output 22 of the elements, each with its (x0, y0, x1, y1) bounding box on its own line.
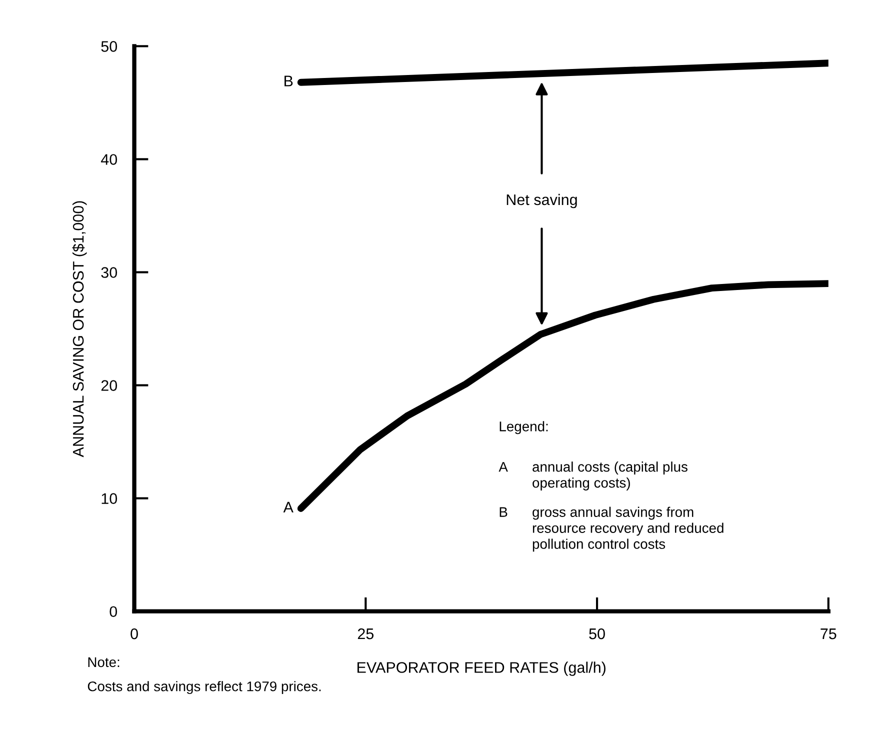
x-axis-title: EVAPORATOR FEED RATES (gal/h) (358, 662, 606, 676)
text: Note: (88, 657, 120, 668)
y-tick-label: 20 (101, 380, 118, 391)
y-axis-title: ANNUAL SAVING OR COST ($1,000) (72, 201, 87, 458)
text: Costs and savings reflect 1979 prices. (88, 681, 321, 694)
y-tick-label: 10 (102, 493, 118, 504)
series-label: B (284, 76, 293, 86)
x-tick-label: 25 (358, 628, 374, 640)
annotation: Net saving (506, 194, 577, 208)
annotation: annual costs (capital plus operating costs) (532, 462, 688, 490)
series-label: A (283, 502, 294, 512)
annotation: A (498, 462, 508, 472)
annotation: Legend: (500, 421, 548, 434)
y-tick-label: 30 (101, 267, 118, 278)
y-tick-label: 50 (101, 41, 118, 52)
annotation: B (500, 507, 508, 517)
x-tick-label: 75 (820, 628, 836, 640)
x-tick-label: 0 (130, 628, 138, 640)
annotation: gross annual savings from resource recovery and reduced pollution control costs (532, 506, 724, 552)
x-tick-label: 50 (589, 628, 605, 640)
y-tick-label: 40 (100, 154, 118, 165)
y-tick-label: 0 (110, 606, 118, 618)
